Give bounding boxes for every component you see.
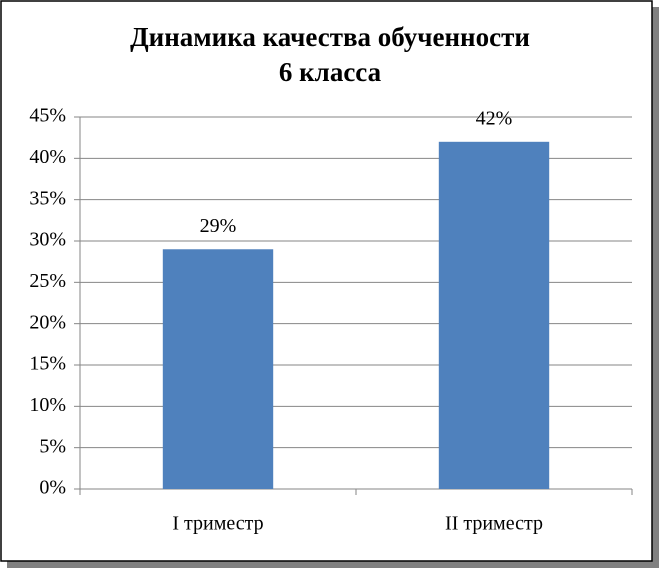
y-tick-label: 30% <box>29 229 66 251</box>
y-tick-label: 10% <box>29 394 66 416</box>
data-label: 29% <box>200 215 237 237</box>
y-tick-label: 40% <box>29 146 66 168</box>
bar <box>438 141 550 490</box>
y-tick-label: 5% <box>39 435 66 457</box>
data-label: 42% <box>476 107 513 129</box>
chart-title: Динамика качества обученности <box>130 22 530 52</box>
y-tick-label: 15% <box>29 353 66 375</box>
y-tick-label: 25% <box>29 270 66 292</box>
chart-title: 6 класса <box>279 57 382 87</box>
x-tick-label: I триместр <box>172 513 263 535</box>
y-tick-label: 0% <box>39 477 66 499</box>
x-tick-label: II триместр <box>445 513 543 535</box>
y-tick-label: 35% <box>29 187 66 209</box>
bar <box>162 249 274 489</box>
y-tick-label: 45% <box>29 105 66 127</box>
y-tick-label: 20% <box>29 311 66 333</box>
